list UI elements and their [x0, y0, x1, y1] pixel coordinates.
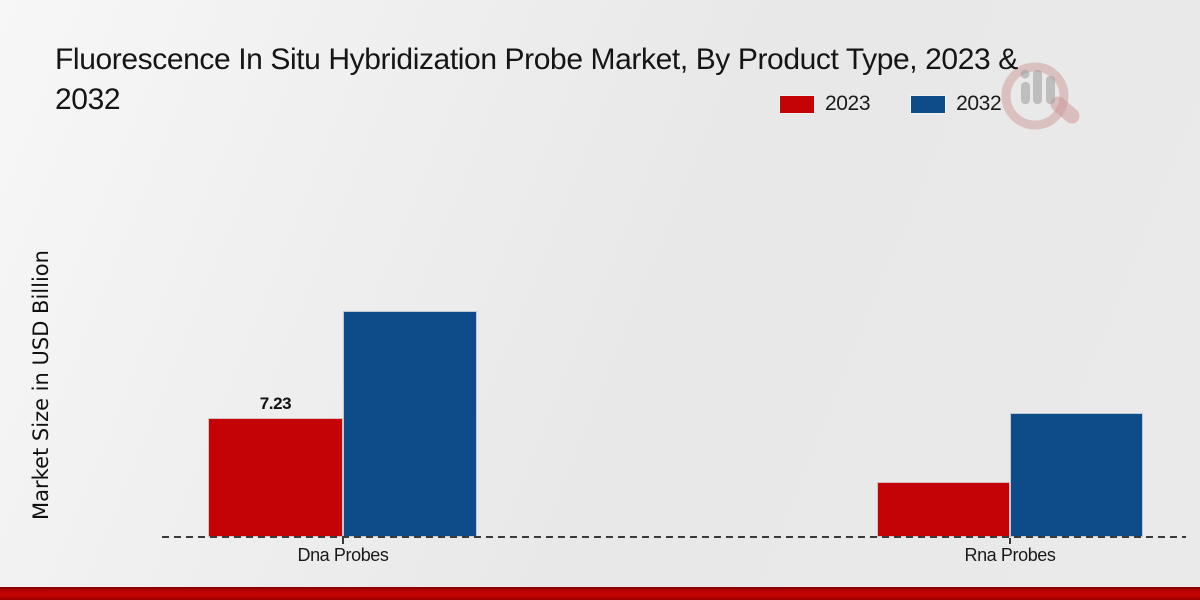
y-axis-label: Market Size in USD Billion: [29, 250, 53, 520]
chart-title: Fluorescence In Situ Hybridization Probe…: [55, 40, 1018, 120]
bar-value-label-dna-2023: 7.23: [259, 394, 292, 413]
bar-rna-probes-2032: [1010, 413, 1143, 537]
x-axis-tick-rna: [1009, 538, 1011, 544]
category-label-dna-probes: Dna Probes: [297, 545, 389, 565]
magnifier-bar-chart-logo-icon: [1001, 62, 1080, 130]
x-axis-tick-dna: [342, 538, 344, 544]
legend-label-2032: 2032: [956, 92, 1002, 115]
legend-swatch-2032: [910, 94, 947, 114]
category-label-rna-probes: Rna Probes: [964, 545, 1056, 565]
legend-swatch-2023: [779, 94, 815, 114]
bar-rna-probes-2023: [877, 482, 1010, 537]
legend: 2023 2032: [779, 92, 1002, 116]
chart-title-line2: 2032: [55, 83, 121, 116]
legend-item-2023: 2023: [779, 92, 871, 116]
footer-accent-band: [0, 587, 1200, 600]
x-axis-baseline: [162, 536, 1186, 538]
legend-label-2023: 2023: [825, 92, 871, 115]
chart-title-line1: Fluorescence In Situ Hybridization Probe…: [55, 43, 1018, 76]
bar-dna-probes-2032: [343, 311, 477, 537]
bar-dna-probes-2023: [208, 418, 343, 537]
legend-item-2032: 2032: [910, 92, 1002, 116]
